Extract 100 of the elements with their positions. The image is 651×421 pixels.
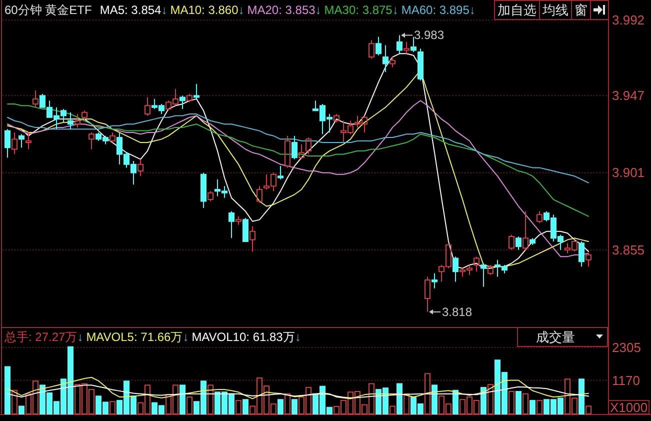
bar — [180, 384, 186, 414]
line-series — [7, 114, 589, 184]
candlestick — [74, 114, 80, 128]
bar — [480, 386, 486, 414]
bar — [516, 391, 522, 414]
text: MA5: 3.854↓ — [100, 3, 168, 17]
bar — [110, 401, 116, 414]
bar — [242, 399, 248, 414]
text: MAVOL10: 61.83万↓ — [192, 330, 301, 344]
candlestick — [242, 218, 248, 242]
candlestick — [586, 252, 592, 268]
candlestick — [4, 128, 10, 158]
text: MA20: 3.853↓ — [247, 3, 322, 17]
bar — [284, 393, 290, 414]
bar — [522, 393, 528, 414]
bar — [12, 390, 18, 414]
candlestick — [236, 216, 242, 226]
candlestick — [418, 48, 424, 81]
candlestick — [516, 236, 522, 250]
candlestick — [12, 132, 18, 155]
bar — [4, 366, 10, 414]
y-tick-label: 3.947 — [612, 88, 645, 104]
annotation: 3.983 — [414, 28, 444, 42]
candlestick — [110, 132, 116, 144]
candlestick — [194, 83, 200, 100]
candlestick — [256, 186, 262, 204]
candlestick — [530, 238, 536, 246]
candlestick — [480, 262, 486, 288]
y-tick-label: 3.901 — [612, 165, 645, 180]
candlestick — [228, 210, 234, 239]
candlestick — [306, 137, 312, 155]
candlestick — [376, 36, 382, 56]
bar — [208, 384, 214, 414]
candlestick — [32, 90, 38, 108]
bar — [586, 406, 592, 414]
annotation: 加自选 — [498, 2, 536, 18]
bar — [278, 399, 284, 414]
bar — [236, 400, 242, 414]
line-series — [7, 103, 589, 217]
candlestick — [144, 96, 150, 116]
candlestick — [18, 134, 24, 148]
candlestick — [488, 264, 494, 276]
bar — [18, 406, 24, 414]
candlestick — [404, 41, 410, 54]
annotation: 窗 — [574, 2, 588, 18]
chart-title: 60分钟 黄金ETF — [4, 3, 92, 17]
bar — [404, 393, 410, 414]
candlestick — [250, 226, 256, 252]
annotation: 3.818 — [442, 304, 472, 319]
bar — [396, 383, 402, 414]
y-tick-label: 1170 — [612, 372, 640, 388]
text: MA60: 3.895↓ — [401, 3, 476, 17]
annotation: 均线 — [542, 2, 568, 18]
candlestick — [508, 234, 514, 250]
candlestick — [390, 56, 396, 68]
y-tick-label: 3.992 — [612, 12, 645, 28]
bar — [424, 373, 430, 414]
bar — [432, 384, 438, 414]
text: MA10: 3.860↓ — [170, 3, 244, 17]
bar — [578, 378, 584, 414]
candlestick — [278, 166, 284, 180]
line-series — [7, 384, 589, 398]
candlestick — [522, 210, 528, 250]
bar — [488, 384, 494, 414]
y-tick-label: 3.855 — [612, 242, 645, 258]
line-series — [7, 376, 589, 400]
candlestick — [68, 112, 74, 130]
candlestick — [200, 172, 206, 208]
candlestick — [208, 190, 214, 202]
candlestick — [26, 132, 32, 150]
text: MA30: 3.875↓ — [324, 3, 398, 17]
candlestick — [82, 110, 88, 122]
candlestick — [452, 256, 458, 282]
bar — [536, 400, 542, 414]
bar — [530, 400, 536, 414]
candlestick — [382, 44, 388, 73]
bar — [508, 391, 514, 414]
candlestick — [368, 40, 374, 60]
candlestick — [298, 144, 304, 160]
candlestick — [186, 93, 192, 103]
candlestick — [88, 132, 94, 150]
text: MAVOL5: 71.66万↓ — [86, 330, 189, 344]
candlestick — [138, 158, 144, 177]
candlestick — [578, 240, 584, 268]
annotation: 成交量 — [536, 330, 575, 344]
candlestick — [536, 210, 542, 224]
bar — [292, 399, 298, 414]
bar — [452, 390, 458, 414]
candlestick — [180, 95, 186, 110]
candlestick — [474, 256, 480, 272]
candlestick — [292, 135, 298, 160]
line-series — [7, 100, 589, 258]
candlestick — [432, 272, 438, 289]
series-label: 总手: 27.27万↓ — [4, 330, 84, 344]
candlestick — [410, 36, 416, 52]
bar — [390, 406, 396, 414]
bar — [186, 396, 192, 414]
candlestick — [334, 114, 340, 123]
candlestick — [284, 135, 290, 168]
y-tick-label: 2305 — [612, 340, 641, 356]
